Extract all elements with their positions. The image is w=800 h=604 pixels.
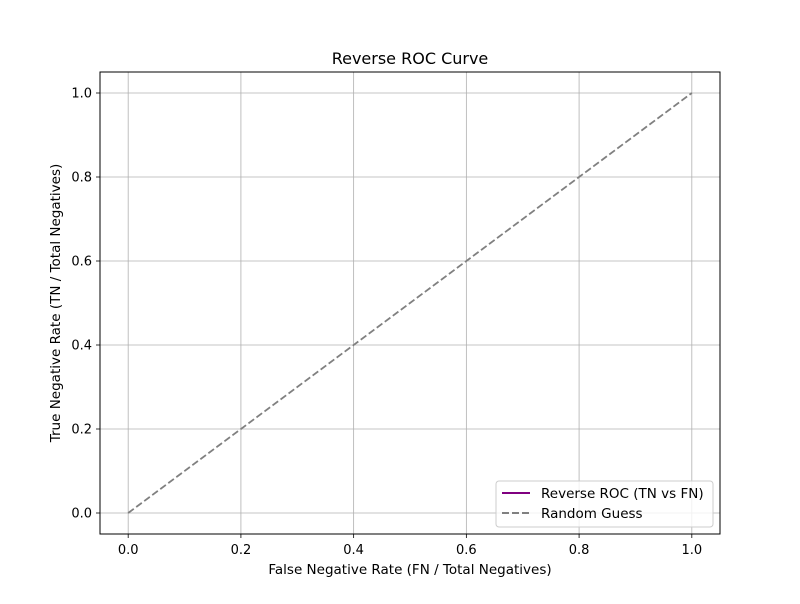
y-axis-label: True Negative Rate (TN / Total Negatives… (48, 164, 64, 444)
legend: Reverse ROC (TN vs FN) Random Guess (495, 480, 714, 528)
x-tick-label: 1.0 (681, 543, 702, 558)
x-tick-label: 0.6 (456, 543, 477, 558)
legend-box (495, 480, 714, 528)
legend-label-random-guess: Random Guess (541, 506, 643, 522)
y-tick-label: 0.8 (71, 171, 92, 186)
x-tick-label: 0.2 (231, 543, 252, 558)
plot-frame (99, 71, 721, 535)
series-line-random-guess (127, 92, 693, 514)
y-tick-label: 1.0 (71, 87, 92, 102)
x-tick-label: 0.4 (343, 543, 364, 558)
grid (100, 72, 720, 534)
y-tick-label: 0.4 (71, 339, 92, 354)
y-tick-label: 0.2 (71, 423, 92, 438)
plot-series (127, 92, 693, 514)
y-tick-label: 0.0 (71, 507, 92, 522)
x-tick-label: 0.0 (118, 543, 139, 558)
x-tick-label: 0.8 (569, 543, 590, 558)
y-tick-label: 0.6 (71, 255, 92, 270)
chart-title: Reverse ROC Curve (332, 49, 489, 68)
legend-label-reverse-roc: Reverse ROC (TN vs FN) (541, 486, 704, 502)
x-axis-label: False Negative Rate (FN / Total Negative… (268, 562, 551, 578)
axis-ticks: 0.0 0.2 0.4 0.6 0.8 1.0 0.0 0.2 0.4 0.6 0.8 1.0 (71, 87, 702, 559)
